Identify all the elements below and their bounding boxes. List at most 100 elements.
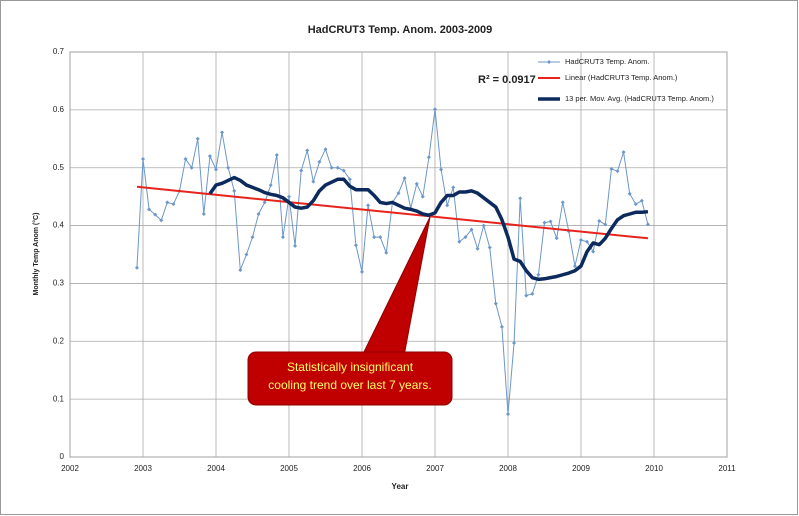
grid: 0 0.1 0.2 0.3 0.4 0.5 0.6 0.7 2002 2003 2004 2005 20… [53,47,736,473]
data-point [499,324,504,329]
y-tick-label: 0.4 [53,221,65,230]
data-point [268,183,273,188]
x-tick-label: 2004 [207,464,225,473]
data-point [536,272,541,277]
data-point [134,265,139,270]
data-point [463,235,468,240]
data-point [214,167,218,172]
data-point [159,218,164,223]
data-point [615,169,620,174]
data-point [585,239,590,244]
chart-title: HadCRUT3 Temp. Anom. 2003-2009 [308,24,493,36]
x-tick-label: 2003 [134,464,152,473]
data-point [360,269,364,274]
data-point [305,148,310,153]
x-tick-label: 2007 [426,464,444,473]
data-point [506,412,510,417]
data-point [433,107,437,112]
data-point [195,136,200,141]
data-point [426,155,431,160]
data-point [183,157,188,162]
callout: Statistically insignificant cooling tren… [247,216,453,406]
data-point [341,168,346,173]
data-point [487,245,492,250]
data-point [262,200,267,205]
y-tick-label: 0.1 [53,394,65,403]
x-tick-label: 2009 [572,464,590,473]
data-point [153,212,158,217]
legend-marker [547,60,551,64]
data-point [335,165,340,170]
y-tick-label: 0.5 [53,163,65,172]
data-point [347,177,352,182]
data-point [560,200,565,205]
data-point [420,194,425,199]
data-point [366,203,371,208]
data-point [384,250,389,255]
data-point [141,157,145,162]
data-point [633,202,638,207]
data-point [493,301,498,306]
y-tick-label: 0.7 [53,47,65,56]
x-tick-label: 2010 [645,464,663,473]
data-point [512,341,517,346]
data-point [317,159,322,164]
data-point [603,222,608,227]
data-point [244,252,249,257]
data-point [353,243,358,248]
data-point [280,235,285,240]
y-tick-label: 0.3 [53,279,65,288]
data-point [238,268,243,273]
data-point [609,166,614,171]
data-point [323,147,328,152]
legend-label: HadCRUT3 Temp. Anom. [565,57,649,66]
data-point [524,293,529,298]
data-point [372,235,377,240]
callout-box [247,351,453,406]
data-point [518,196,523,201]
data-point [457,239,462,244]
data-point [299,168,304,173]
x-tick-label: 2011 [718,464,736,473]
data-point [414,181,419,186]
data-point [293,243,298,248]
data-point [274,152,279,157]
data-point [165,200,170,205]
data-point [530,291,535,296]
y-axis-label: Monthly Temp Anom (°C) [32,213,40,296]
x-axis-label: Year [392,482,409,491]
data-point [220,130,225,135]
legend: HadCRUT3 Temp. Anom. Linear (HadCRUT3 Tem… [538,57,714,103]
legend-label: 13 per. Mov. Avg. (HadCRUT3 Temp. Anom.) [565,94,714,103]
data-point [287,194,291,199]
x-tick-label: 2002 [61,464,79,473]
x-tick-label: 2008 [499,464,517,473]
data-point [445,203,450,208]
r-squared: R² = 0.0917 [478,74,536,86]
data-point [469,227,474,232]
x-tick-label: 2005 [280,464,298,473]
data-point [475,246,480,251]
data-point [597,218,602,223]
series-line [208,175,649,282]
data-point [591,249,596,254]
data-point [639,198,644,203]
data-point [579,238,583,243]
data-point [232,188,237,193]
data-point [250,235,255,240]
data-point [329,165,334,170]
y-tick-label: 0.2 [53,336,65,345]
data-point [548,219,553,224]
data-point [171,202,176,207]
series-line [136,185,649,240]
plot [134,107,650,417]
data-point [226,165,231,170]
data-point [572,264,577,269]
data-point [627,191,632,196]
data-point [402,176,407,181]
data-point [645,222,650,227]
data-point [481,223,486,228]
data-point [311,179,316,184]
data-point [256,212,261,216]
